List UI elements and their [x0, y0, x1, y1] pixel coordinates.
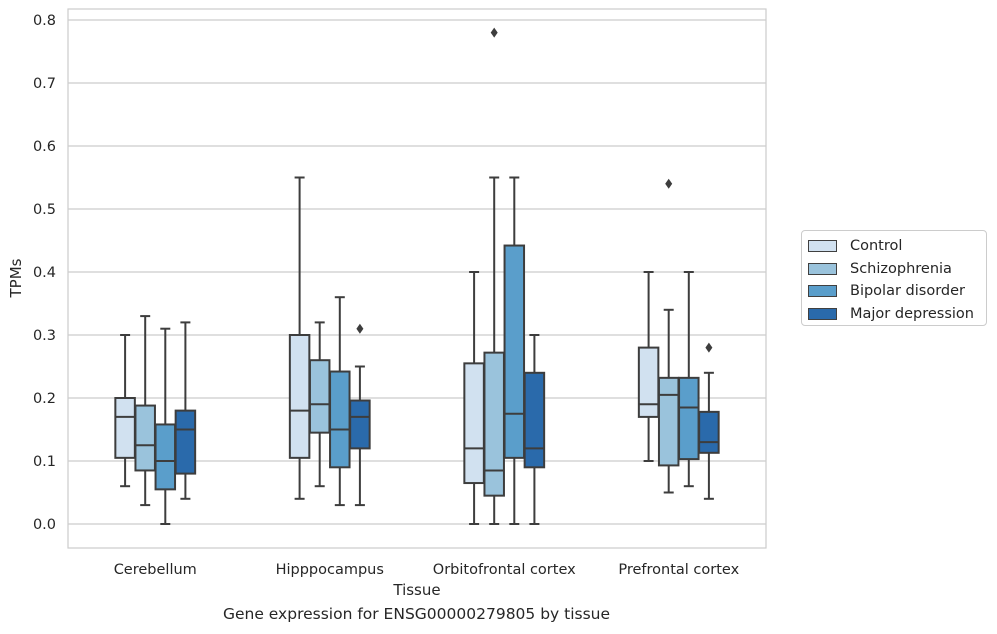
- y-tick-label: 0.5: [33, 202, 56, 218]
- box-major-depression: [698, 342, 720, 500]
- legend-item: Major depression: [808, 303, 980, 326]
- y-tick-label: 0.1: [33, 454, 56, 470]
- legend-label: Major depression: [850, 305, 974, 322]
- box-schizophrenia: [483, 27, 505, 525]
- box-bipolar-disorder: [678, 271, 700, 488]
- box-iqr: [134, 404, 156, 472]
- box-major-depression: [349, 323, 371, 507]
- box-iqr: [349, 399, 371, 450]
- legend-swatch: [808, 307, 837, 320]
- y-tick-label: 0.3: [33, 328, 56, 344]
- y-tick-label: 0.8: [33, 13, 56, 29]
- chart-caption: Gene expression for ENSG00000279805 by t…: [222, 605, 611, 623]
- box-iqr: [483, 351, 505, 497]
- y-tick-label: 0.4: [33, 265, 56, 281]
- y-tick-label: 0.7: [33, 76, 56, 92]
- outlier-point: [490, 27, 498, 38]
- box-iqr: [698, 410, 720, 454]
- y-tick-label: 0.2: [33, 391, 56, 407]
- legend-label: Bipolar disorder: [850, 283, 965, 300]
- outlier-point: [356, 323, 364, 334]
- box-iqr: [288, 334, 311, 459]
- y-tick-label: 0.6: [33, 139, 56, 155]
- box-iqr: [463, 362, 485, 485]
- x-tick-label: Cerebellum: [114, 562, 197, 578]
- box-iqr: [308, 359, 331, 434]
- box-control: [463, 271, 485, 525]
- box-iqr: [174, 409, 197, 475]
- y-tick-label: 0.0: [33, 517, 56, 533]
- box-iqr: [523, 371, 546, 469]
- box-major-depression: [174, 321, 197, 500]
- box-iqr: [637, 346, 660, 418]
- box-iqr: [503, 244, 526, 459]
- y-axis-ticks: 0.0 0.1 0.2 0.3 0.4 0.5 0.6 0.7 0.8: [33, 13, 56, 533]
- legend-swatch: [808, 240, 837, 253]
- legend-item: Control: [808, 235, 980, 258]
- box-iqr: [657, 376, 680, 467]
- box-schizophrenia: [134, 315, 156, 507]
- outlier-point: [705, 342, 713, 353]
- plot-frame: [67, 8, 767, 549]
- x-tick-label: Prefrontal cortex: [618, 562, 739, 578]
- x-tick-label: Orbitofrontal cortex: [433, 562, 576, 578]
- legend-swatch: [808, 262, 837, 275]
- box-iqr: [114, 397, 136, 459]
- y-axis-label: TPMs: [7, 258, 25, 298]
- box-series: [114, 27, 720, 525]
- box-iqr: [329, 370, 351, 469]
- legend-label: Control: [850, 238, 903, 255]
- outlier-point: [665, 178, 673, 189]
- x-axis-ticks: Cerebellum Hipppocampus Orbitofrontal cort…: [114, 562, 740, 578]
- box-iqr: [154, 423, 177, 491]
- legend-item: Schizophrenia: [808, 258, 980, 281]
- legend-swatch: [808, 285, 837, 298]
- box-control: [114, 334, 136, 488]
- grid-lines: [68, 19, 766, 525]
- x-tick-label: Hipppocampus: [276, 562, 384, 578]
- legend-label: Schizophrenia: [850, 260, 952, 277]
- legend: Control Schizophrenia Bipolar disorder Majo…: [801, 230, 987, 326]
- box-bipolar-disorder: [503, 176, 526, 525]
- box-iqr: [678, 376, 700, 461]
- legend-item: Bipolar disorder: [808, 280, 980, 303]
- x-axis-label: Tissue: [392, 581, 440, 599]
- box-major-depression: [523, 334, 546, 525]
